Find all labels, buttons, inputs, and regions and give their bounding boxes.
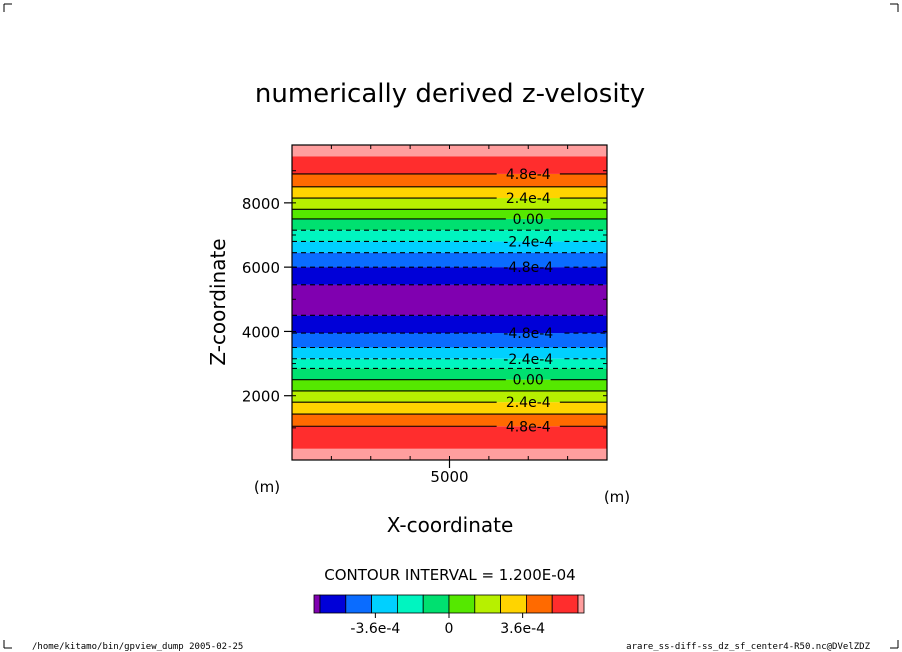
colorbar-cell-10 [551,594,579,614]
x-axis-label: X-coordinate [387,513,514,537]
band-3 [292,402,607,415]
plot-frame-ticks [291,145,608,460]
contour-label-19: 4.8e-4 [506,167,551,183]
band-20 [292,173,607,187]
band-10 [292,315,607,334]
colorbar-tick-label-2: 3.6e-4 [500,621,545,637]
band-22 [292,145,607,157]
band-2 [292,414,607,427]
contour-label-2: 2.4e-4 [506,395,551,411]
contour-label-0: 4.8e-4 [506,419,551,435]
colorbar-cell-2 [345,594,372,614]
band-11 [292,284,607,316]
chart-title: numerically derived z-velosity [255,79,645,109]
colorbar-cell-11 [577,594,585,614]
contour-label-6: -2.4e-4 [503,352,553,368]
colorbar [313,594,585,614]
plot-bands [292,145,607,460]
y-tick-label-2000: 2000 [242,388,280,406]
contour-label-15: 0.00 [513,212,544,228]
colorbar-ticks: -3.6e-4 0 3.6e-4 [350,613,545,637]
contour-label-11: -4.8e-4 [503,260,553,276]
y-axis-ticks: 2000 4000 6000 8000 [242,195,292,406]
y-unit-label: (m) [254,478,280,496]
contour-label-17: 2.4e-4 [506,191,551,207]
band-9 [292,333,607,348]
band-0 [292,448,607,460]
colorbar-cell-3 [371,594,398,614]
band-12 [292,267,607,285]
y-tick-label-8000: 8000 [242,195,280,213]
band-14 [292,241,607,253]
colorbar-cell-6 [448,594,476,614]
y-axis-label: Z-coordinate [206,238,230,365]
band-17 [292,209,607,219]
band-4 [292,390,607,403]
contour-label-4: 0.00 [513,373,544,389]
colorbar-cell-0 [313,594,321,614]
colorbar-cell-7 [474,594,501,614]
x-unit-label: (m) [604,488,630,506]
colorbar-cell-9 [526,594,553,614]
band-21 [292,156,607,174]
colorbar-tick-label-1: 0 [445,621,454,637]
plot-contours [292,173,607,427]
colorbar-tick-label-0: -3.6e-4 [350,621,400,637]
band-6 [292,368,607,380]
band-18 [292,198,607,210]
band-15 [292,230,607,242]
footer-right: arare_ss-diff-ss_dz_sf_center4-R50.nc@DV… [626,642,870,652]
colorbar-cell-8 [500,594,527,614]
colorbar-cell-5 [422,594,450,614]
footer-left: /home/kitamo/bin/gpview_dump 2005-02-25 [32,642,243,652]
colorbar-cell-1 [319,594,347,614]
band-1 [292,426,607,449]
y-tick-label-6000: 6000 [242,259,280,277]
band-8 [292,347,607,359]
contour-label-8: -4.8e-4 [503,326,553,342]
contour-interval-text: CONTOUR INTERVAL = 1.200E-04 [324,566,575,584]
contour-label-13: -2.4e-4 [503,234,553,250]
band-13 [292,252,607,268]
band-5 [292,379,607,391]
plot-contour-labels: 4.8e-4 2.4e-4 0.00 -2.4e-4 -4.8e-4 -4.8e-4 -2.… [503,167,553,435]
band-7 [292,358,607,369]
corner-marks [3,3,899,649]
x-tick-label-5000: 5000 [430,468,468,486]
band-16 [292,218,607,231]
colorbar-cell-4 [396,594,424,614]
y-tick-label-4000: 4000 [242,323,280,341]
x-axis-ticks: 5000 [430,460,469,486]
band-19 [292,186,607,199]
